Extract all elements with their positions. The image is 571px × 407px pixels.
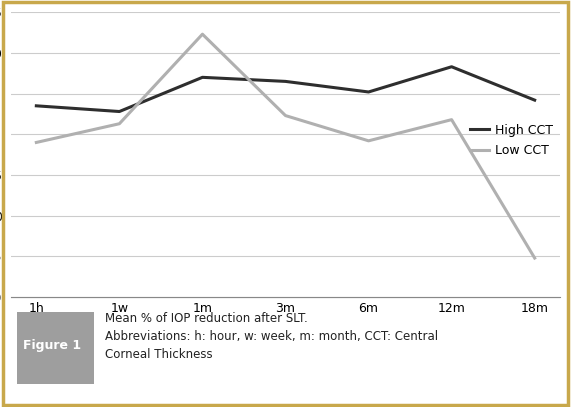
High CCT [116, 109, 123, 114]
Low CCT [448, 117, 455, 122]
Low CCT [365, 138, 372, 143]
Low CCT [531, 256, 538, 260]
Text: Mean % of IOP reduction after SLT.
Abbreviations: h: hour, w: week, m: month, CC: Mean % of IOP reduction after SLT. Abbre… [104, 313, 438, 361]
High CCT [448, 64, 455, 69]
Legend: High CCT, Low CCT: High CCT, Low CCT [471, 124, 553, 157]
High CCT [282, 79, 289, 84]
Text: Figure 1: Figure 1 [23, 339, 82, 352]
High CCT [199, 75, 206, 80]
High CCT [531, 98, 538, 103]
Low CCT [33, 140, 40, 145]
Line: Low CCT: Low CCT [37, 34, 534, 258]
FancyBboxPatch shape [17, 313, 94, 383]
Low CCT [282, 113, 289, 118]
High CCT [33, 103, 40, 108]
High CCT [365, 90, 372, 94]
Low CCT [199, 32, 206, 37]
Line: High CCT: High CCT [37, 67, 534, 112]
Low CCT [116, 121, 123, 126]
